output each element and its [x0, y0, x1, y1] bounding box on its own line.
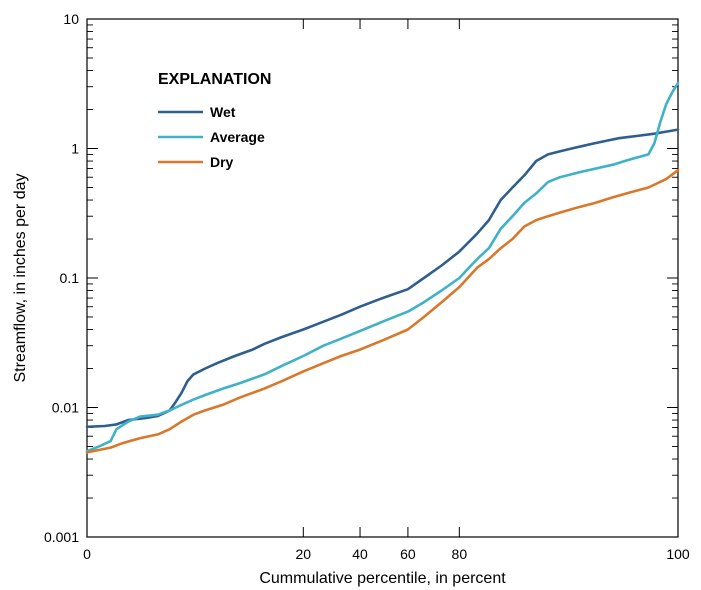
y-tick-label: 1 [71, 141, 79, 157]
legend-label-dry: Dry [210, 154, 234, 170]
x-tick-label: 100 [666, 546, 690, 562]
x-axis-title: Cummulative percentile, in percent [259, 570, 506, 587]
legend-label-average: Average [210, 129, 265, 145]
x-tick-label: 20 [296, 546, 312, 562]
y-tick-label: 0.1 [60, 270, 80, 286]
y-tick-label: 0.001 [44, 529, 79, 545]
x-tick-label: 40 [352, 546, 368, 562]
plot-area [86, 18, 679, 538]
y-tick-label: 10 [63, 11, 79, 27]
y-axis-title: Streamflow, in inches per day [12, 174, 29, 383]
series-lines [85, 81, 680, 454]
series-line-average [85, 81, 680, 453]
y-tick-label: 0.01 [52, 400, 79, 416]
plot-border [86, 18, 679, 538]
x-tick-label: 80 [452, 546, 468, 562]
series-line-dry [85, 168, 680, 454]
legend-title: EXPLANATION [158, 71, 271, 88]
legend-label-wet: Wet [210, 104, 236, 120]
x-tick-label: 60 [400, 546, 416, 562]
series-line-wet [85, 128, 680, 429]
x-tick-label: 0 [83, 546, 91, 562]
legend: EXPLANATION Wet Average Dry [158, 71, 271, 170]
